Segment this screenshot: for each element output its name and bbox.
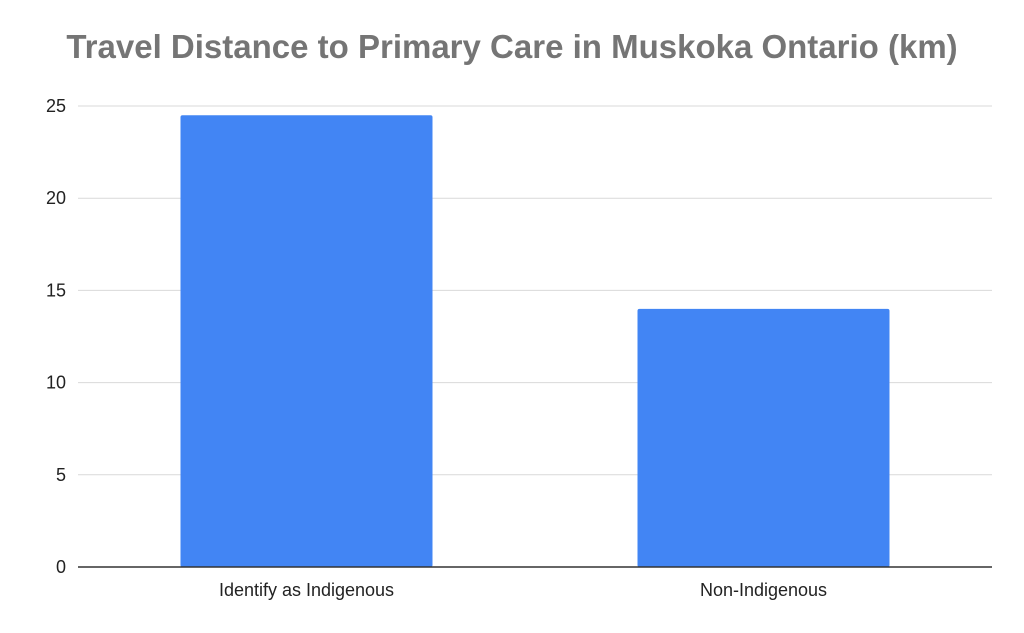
y-tick-label-0: 0 [56, 557, 66, 577]
chart-title: Travel Distance to Primary Care in Musko… [66, 28, 958, 65]
y-tick-label-15: 15 [46, 280, 66, 300]
y-tick-label-10: 10 [46, 373, 66, 393]
y-tick-label-25: 25 [46, 96, 66, 116]
bars [180, 115, 890, 567]
bar-1 [180, 115, 433, 567]
x-category-label-1: Identify as Indigenous [219, 580, 394, 600]
labels: 0 5 10 15 20 25 Identify as Indigenous Non-Indi… [46, 96, 827, 600]
x-category-label-2: Non-Indigenous [700, 580, 827, 600]
bar-2 [637, 308, 890, 567]
y-tick-label-20: 20 [46, 188, 66, 208]
y-tick-label-5: 5 [56, 465, 66, 485]
